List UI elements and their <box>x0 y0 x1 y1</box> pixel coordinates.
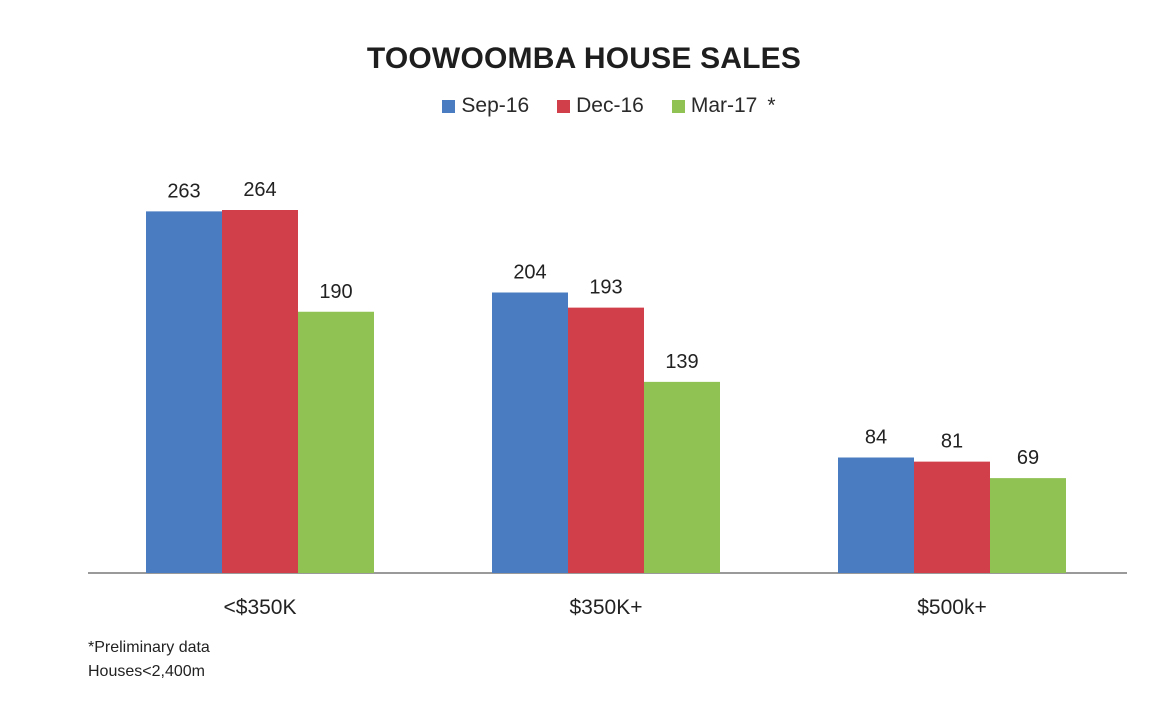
legend-label-mar17: Mar-17 <box>690 94 758 117</box>
bar-dec16-cat1 <box>568 307 644 573</box>
data-label-dec16-cat2: 81 <box>941 431 963 453</box>
data-label-mar17-cat2: 69 <box>1017 447 1039 469</box>
legend: Sep-16 Dec-16 Mar-17 * <box>0 94 1160 118</box>
data-label-mar17-cat0: 190 <box>319 281 352 303</box>
legend-swatch-dec16 <box>557 99 571 113</box>
legend-preliminary-marker: * <box>767 94 776 117</box>
legend-item-sep16: Sep-16 <box>442 94 529 118</box>
legend-item-dec16: Dec-16 <box>557 94 644 118</box>
bar-mar17-cat0 <box>298 311 374 573</box>
bar-sep16-cat2 <box>838 457 914 573</box>
bar-dec16-cat0 <box>222 210 298 573</box>
footnote: *Preliminary data Houses<2,400m <box>88 636 210 684</box>
legend-item-mar17: Mar-17 * <box>671 94 776 118</box>
legend-swatch-mar17 <box>671 99 685 113</box>
footnote-houses: Houses<2,400m <box>88 663 205 680</box>
data-label-dec16-cat0: 264 <box>243 179 276 201</box>
data-label-mar17-cat1: 139 <box>665 351 698 373</box>
bar-mar17-cat1 <box>644 381 720 573</box>
bar-sep16-cat0 <box>146 211 222 573</box>
data-label-dec16-cat1: 193 <box>589 277 622 299</box>
chart-title: TOOWOOMBA HOUSE SALES <box>366 42 802 75</box>
bar-sep16-cat1 <box>492 292 568 573</box>
legend-label-dec16: Dec-16 <box>576 94 644 117</box>
category-label-0: <$350K <box>224 596 297 619</box>
bar-dec16-cat2 <box>914 461 990 573</box>
category-label-2: $500k+ <box>917 596 986 619</box>
footnote-preliminary: *Preliminary data <box>88 639 210 656</box>
data-label-sep16-cat0: 263 <box>167 180 200 202</box>
bar-mar17-cat2 <box>990 478 1066 573</box>
legend-swatch-sep16 <box>442 99 456 113</box>
data-label-sep16-cat1: 204 <box>513 262 546 284</box>
legend-label-sep16: Sep-16 <box>461 94 530 117</box>
category-label-1: $350K+ <box>570 596 643 619</box>
data-label-sep16-cat2: 84 <box>865 427 887 449</box>
